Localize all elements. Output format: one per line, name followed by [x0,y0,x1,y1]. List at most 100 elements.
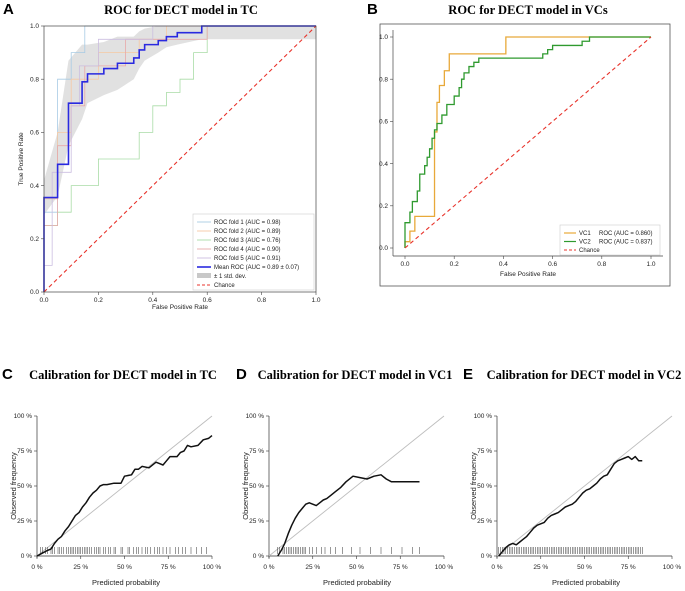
x-tick-label: 0.6 [548,261,557,268]
panel-a-letter: A [3,1,14,18]
x-tick-label: 25 % [73,564,88,571]
panel-b-legend: VC1 ROC (AUC = 0.860) VC2 ROC (AUC = 0.837)… [559,224,661,256]
y-tick-label: 75 % [249,448,264,455]
ideal-diagonal-line [268,415,445,557]
x-tick-label: 0.6 [203,297,212,304]
panel-c: C Calibration for DECT model in TC 0 % 25… [2,366,221,587]
legend-auc: ROC (AUC = 0.837) [599,240,653,246]
y-tick-label: 25 % [17,518,32,525]
x-tick-label: 0.2 [450,261,459,268]
legend-swatch [197,273,211,278]
y-tick-label: 100 % [246,413,265,420]
y-tick-label: 0.8 [379,76,388,83]
legend-label: Mean ROC (AUC = 0.89 ± 0.07) [214,265,299,271]
legend-label: Chance [579,248,600,254]
y-tick-label: 50 % [249,483,264,490]
x-tick-label: 1.0 [311,297,320,304]
panel-d: D Calibration for DECT model in VC1 0 % 2… [236,366,453,587]
panel-a-legend: ROC fold 1 (AUC = 0.98) ROC fold 2 (AUC =… [192,213,315,291]
y-tick-label: 75 % [477,448,492,455]
legend-box [559,224,661,256]
legend-label: ROC fold 3 (AUC = 0.76) [214,238,281,244]
x-tick-label: 75 % [621,564,636,571]
x-tick-label: 0 % [491,564,502,571]
legend-label: VC2 [579,240,591,246]
panel-d-ylabel: Observed frequency [241,452,250,520]
roc-fold-5-line [43,25,316,292]
panel-d-xlabel: Predicted probability [323,578,391,587]
x-tick-label: 1.0 [646,261,655,268]
x-tick-label: 50 % [577,564,592,571]
x-tick-label: 0.0 [39,297,48,304]
panel-b-title: ROC for DECT model in VCs [448,3,608,17]
panel-e-xlabel: Predicted probability [552,578,620,587]
y-tick-label: 100 % [14,413,33,420]
vc2-roc-line [404,36,651,248]
calibration-curve [36,435,213,557]
x-tick-label: 50 % [349,564,364,571]
x-tick-label: 0.4 [499,261,508,268]
panel-e-ylabel: Observed frequency [469,452,478,520]
y-tick-label: 100 % [474,413,493,420]
panel-c-title: Calibration for DECT model in TC [29,368,217,382]
panel-d-plot: 0 % 25 % 50 % 75 % 100 % 0 % 25 % 50 % 75 % 100 % [246,413,454,571]
calibration-curve [498,455,643,557]
panel-e-letter: E [463,366,473,383]
legend-label: ± 1 std. dev. [214,274,247,280]
panel-b: B ROC for DECT model in VCs 0.0 0.2 0.4 0.6… [367,1,671,287]
x-tick-label: 25 % [533,564,548,571]
panel-d-title: Calibration for DECT model in VC1 [258,368,453,382]
calibration-curve [277,474,420,557]
roc-fold-3-line [43,25,316,292]
panel-a-axes [43,25,317,293]
x-tick-label: 0.8 [257,297,266,304]
legend-label: ROC fold 5 (AUC = 0.91) [214,256,281,262]
y-tick-label: 25 % [477,518,492,525]
y-tick-label: 0.6 [30,130,39,137]
y-tick-label: 0.8 [30,76,39,83]
chance-line [404,36,652,249]
legend-auc: ROC (AUC = 0.860) [599,231,653,237]
x-tick-label: 75 % [161,564,176,571]
panel-a-ticks: 0.0 0.2 0.4 0.6 0.8 1.0 0.0 0.2 0.4 0.6 0.8 1.0 [30,23,321,304]
y-tick-label: 0.2 [379,203,388,210]
legend-label: Chance [214,283,235,289]
legend-label: ROC fold 2 (AUC = 0.89) [214,229,281,235]
panel-a: A ROC for DECT model in TC 0.0 0.2 0.4 0.6 0… [3,1,321,311]
panel-e-title: Calibration for DECT model in VC2 [487,368,682,382]
y-tick-label: 50 % [477,483,492,490]
y-tick-label: 0 % [253,553,264,560]
y-tick-label: 0.4 [379,161,388,168]
x-tick-label: 0 % [263,564,274,571]
x-tick-label: 100 % [203,564,222,571]
chance-line [43,25,317,293]
y-tick-label: 0.2 [30,236,39,243]
legend-box [192,213,315,291]
y-tick-label: 0 % [21,553,32,560]
panel-c-ylabel: Observed frequency [9,452,18,520]
y-tick-label: 75 % [17,448,32,455]
x-tick-label: 50 % [117,564,132,571]
x-tick-label: 0.2 [94,297,103,304]
x-tick-label: 0.0 [400,261,409,268]
x-tick-label: 100 % [663,564,682,571]
legend-label: ROC fold 1 (AUC = 0.98) [214,220,281,226]
x-tick-label: 0.8 [597,261,606,268]
panel-b-plot [404,36,652,249]
legend-label: VC1 [579,231,591,237]
y-tick-label: 0.4 [30,183,39,190]
panel-e-plot: 0 % 25 % 50 % 75 % 100 % 0 % 25 % 50 % 75 % 100 % [474,413,682,571]
panel-a-xlabel: False Positive Rate [152,304,208,311]
legend-label: ROC fold 4 (AUC = 0.90) [214,247,281,253]
y-tick-label: 1.0 [30,23,39,30]
ideal-diagonal-line [36,415,213,557]
panel-b-letter: B [367,1,378,18]
panel-a-title: ROC for DECT model in TC [104,3,258,17]
mean-roc-line [43,25,316,292]
y-tick-label: 50 % [17,483,32,490]
panel-c-plot: 0 % 25 % 50 % 75 % 100 % 0 % 25 % 50 % 75 % 100 % [14,413,222,571]
y-tick-label: 25 % [249,518,264,525]
panel-b-ticks: 0.0 0.2 0.4 0.6 0.8 1.0 0.0 0.2 0.4 0.6 0.8 1.0 [379,34,656,268]
y-tick-label: 0 % [481,553,492,560]
